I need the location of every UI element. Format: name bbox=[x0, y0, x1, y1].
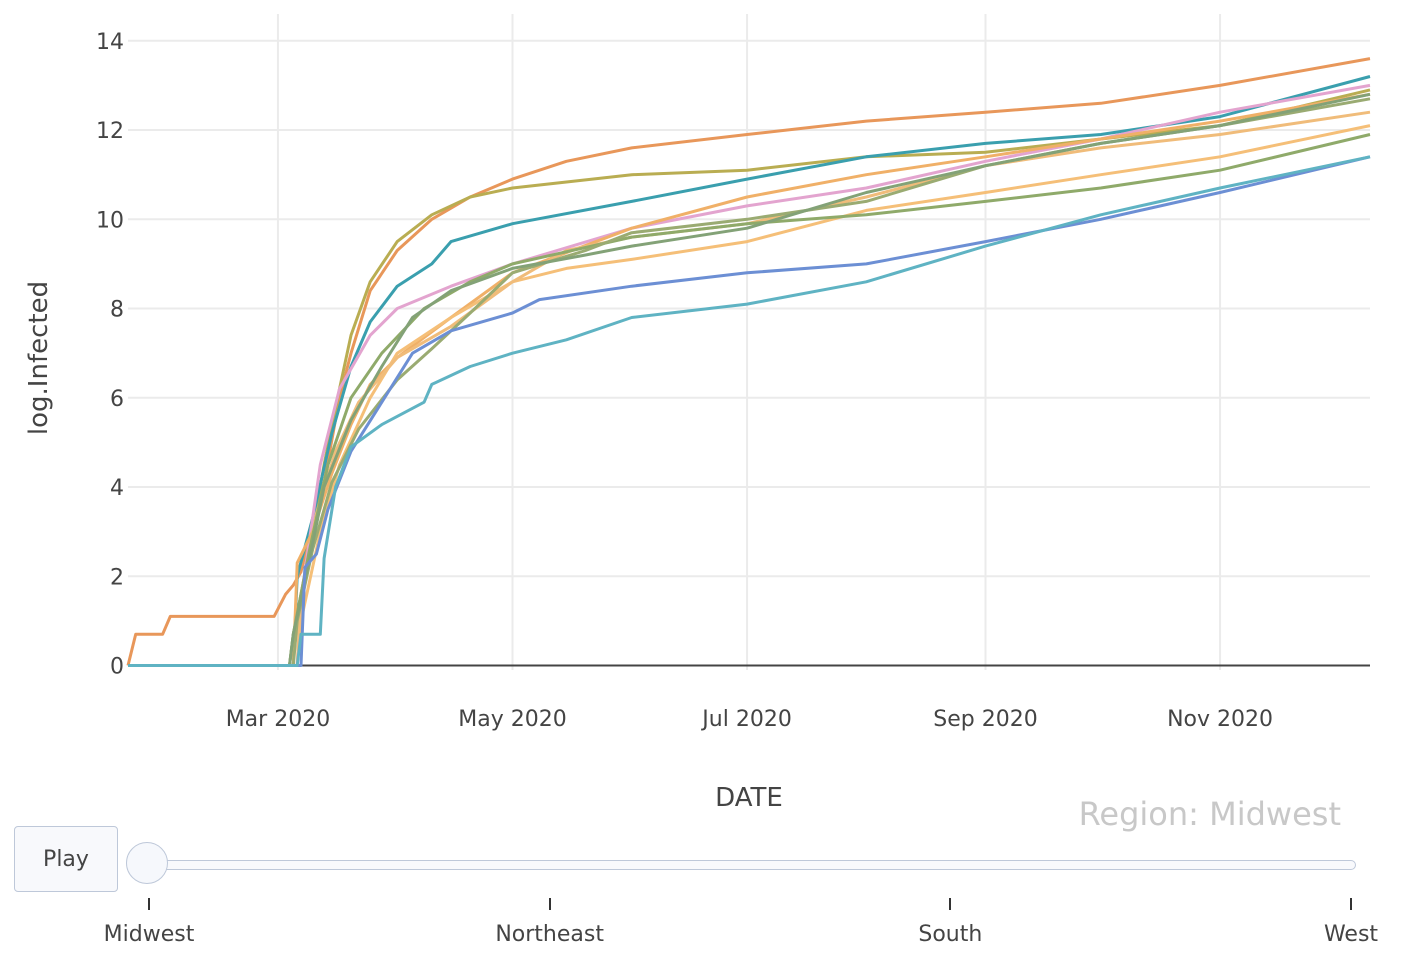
x-tick-label: Sep 2020 bbox=[933, 707, 1037, 732]
slider-step-tick bbox=[949, 898, 952, 910]
x-axis-title: DATE bbox=[715, 783, 783, 813]
x-tick-label: May 2020 bbox=[458, 707, 566, 732]
series-line-10 bbox=[128, 92, 1371, 667]
y-axis-title: log.Infected bbox=[24, 281, 54, 435]
series-lines bbox=[126, 57, 1371, 667]
x-tick-label: Mar 2020 bbox=[226, 707, 331, 732]
slider-rail[interactable] bbox=[146, 860, 1356, 870]
series-line-12 bbox=[128, 155, 1371, 667]
slider-step-label-west[interactable]: West bbox=[1323, 922, 1379, 947]
y-tick-label: 8 bbox=[110, 298, 124, 323]
series-line-4 bbox=[128, 83, 1371, 667]
series-line-8 bbox=[128, 133, 1371, 667]
y-tick-label: 2 bbox=[110, 565, 124, 590]
slider-step-label-northeast[interactable]: Northeast bbox=[495, 922, 604, 947]
y-tick-label: 10 bbox=[96, 208, 124, 233]
slider-step-tick bbox=[148, 898, 150, 910]
slider-step-tick bbox=[548, 898, 551, 910]
region-slider[interactable] bbox=[126, 840, 1358, 892]
grid-lines bbox=[128, 14, 1370, 670]
y-tick-labels: 0 2 4 6 8 10 12 14 bbox=[96, 30, 124, 680]
y-tick-label: 12 bbox=[96, 119, 124, 144]
slider-grip[interactable] bbox=[126, 842, 168, 884]
y-tick-label: 6 bbox=[110, 387, 124, 412]
slider-step-label-south[interactable]: South bbox=[918, 922, 983, 947]
series-line-1 bbox=[126, 57, 1371, 666]
x-tick-label: Nov 2020 bbox=[1167, 707, 1273, 732]
region-annotation: Region: Midwest bbox=[1079, 795, 1341, 833]
y-tick-label: 14 bbox=[96, 30, 124, 55]
y-tick-label: 4 bbox=[110, 476, 124, 501]
slider-step-tick bbox=[1350, 898, 1352, 910]
series-line-9 bbox=[128, 97, 1371, 667]
series-line-11 bbox=[128, 155, 1371, 667]
x-tick-labels: Mar 2020 May 2020 Jul 2020 Sep 2020 Nov 2020 bbox=[226, 707, 1273, 732]
y-tick-label: 0 bbox=[110, 655, 124, 680]
slider-step-label-midwest[interactable]: Midwest bbox=[103, 922, 195, 947]
x-tick-label: Jul 2020 bbox=[700, 707, 792, 732]
play-button[interactable]: Play bbox=[14, 826, 118, 892]
